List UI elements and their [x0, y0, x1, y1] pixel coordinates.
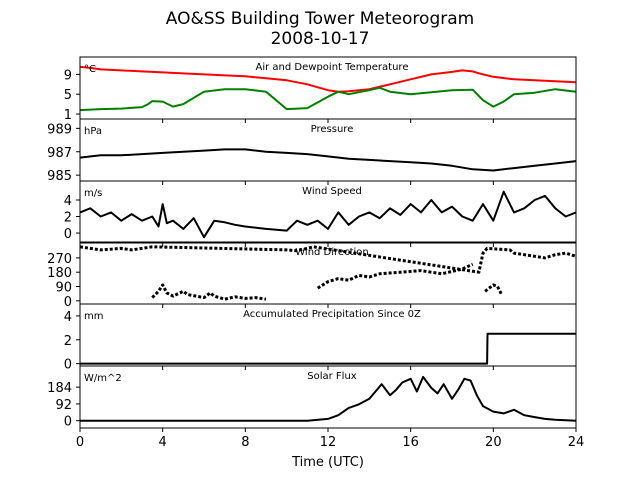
series-line-wind-direction-1	[151, 283, 267, 301]
series-line-wind-direction-3	[484, 283, 503, 296]
panel-temperature: 1 5 9 °C Air and Dewpoint Temperature	[64, 56, 577, 123]
y-tick-label-pressure: 987	[47, 146, 72, 161]
chart-title: AO&SS Building Tower Meteorogram	[166, 9, 474, 29]
unit-label-precipitation: mm	[84, 311, 103, 322]
y-tick-label-wind-speed: 2	[64, 211, 72, 226]
x-tick-label: 0	[76, 435, 84, 450]
unit-label-solar-flux: W/m^2	[84, 373, 122, 384]
series-line-wind-direction-0	[79, 245, 577, 274]
panel-title-solar-flux: Solar Flux	[307, 371, 357, 382]
unit-label-wind-speed: m/s	[84, 188, 102, 199]
x-axis-label: Time (UTC)	[291, 455, 364, 470]
panel-precipitation: 0 2 4 mm Accumulated Precipitation Since 0Z	[64, 303, 577, 373]
y-tick-label-temperature: 1	[64, 108, 72, 123]
panel-pressure: 985 987 989 hPa Pressure	[47, 118, 577, 185]
unit-label-pressure: hPa	[84, 126, 102, 137]
x-tick-label: 8	[241, 435, 249, 450]
y-tick-label-temperature: 5	[64, 88, 72, 103]
y-tick-label-solar-flux: 0	[64, 415, 72, 430]
y-tick-label-precipitation: 4	[64, 310, 72, 325]
panel-solar-flux: 0 92 184 W/m^2 Solar Flux	[47, 365, 577, 432]
y-tick-label-solar-flux: 92	[55, 398, 72, 413]
series-line-wind-direction-2	[316, 262, 474, 290]
panel-title-wind-speed: Wind Speed	[302, 186, 362, 197]
series-line-solar-flux-0	[80, 375, 577, 422]
panel-title-precipitation: Accumulated Precipitation Since 0Z	[243, 309, 421, 320]
y-tick-label-wind-direction: 0	[64, 295, 72, 310]
y-tick-label-solar-flux: 184	[47, 381, 72, 396]
y-tick-label-wind-direction: 180	[47, 266, 72, 281]
x-tick-label: 12	[320, 435, 337, 450]
panel-title-pressure: Pressure	[311, 124, 354, 135]
y-tick-label-temperature: 9	[64, 68, 72, 83]
y-tick-label-precipitation: 0	[64, 358, 72, 373]
y-tick-label-pressure: 989	[47, 122, 72, 137]
panel-title-wind-direction: Wind Direction	[295, 247, 369, 258]
x-tick-label: 20	[485, 435, 502, 450]
series-line-pressure-0	[79, 148, 577, 172]
series-line-precipitation-0	[80, 332, 576, 365]
series-line-temperature-1	[79, 86, 577, 112]
x-tick-label: 4	[159, 435, 167, 450]
panel-title-temperature: Air and Dewpoint Temperature	[256, 62, 409, 73]
y-tick-label-precipitation: 2	[64, 334, 72, 349]
y-tick-label-pressure: 985	[47, 169, 72, 184]
panel-wind-speed: 02 4 m/s Wind Speed	[64, 180, 577, 247]
x-tick-label: 16	[402, 435, 419, 450]
y-tick-label-wind-speed: 0	[64, 227, 72, 242]
y-tick-label-wind-direction: 270	[47, 252, 72, 267]
x-tick-label: 24	[568, 435, 585, 450]
y-tick-label-wind-direction: 90	[55, 281, 72, 296]
unit-label-temperature: °C	[84, 64, 96, 75]
series-line-wind-speed-0	[79, 190, 577, 239]
chart-subtitle: 2008-10-17	[271, 29, 370, 49]
y-tick-label-wind-speed: 4	[64, 194, 72, 209]
